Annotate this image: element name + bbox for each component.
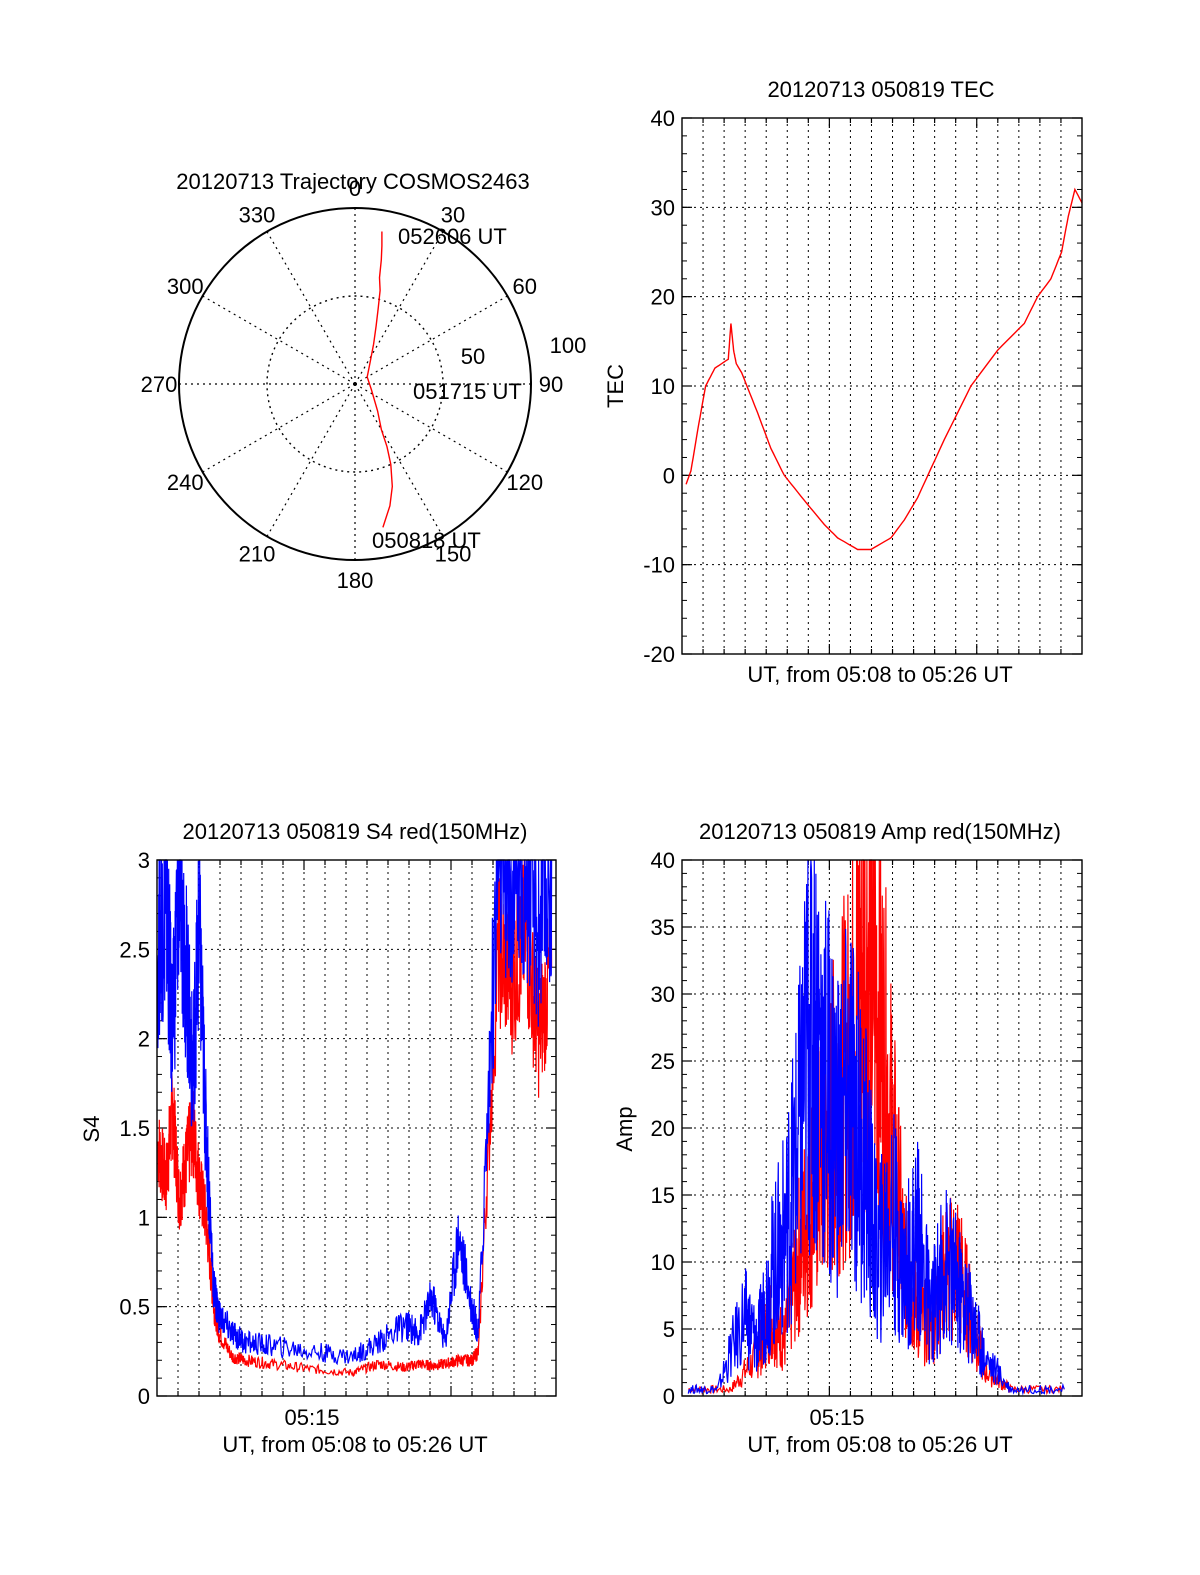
tec-series-line: [685, 187, 1083, 551]
y-tick-label: 1.5: [119, 1116, 150, 1141]
amp-xtick-0515: 05:15: [809, 1405, 864, 1430]
polar-angle-label: 300: [167, 274, 204, 299]
y-tick-label: 40: [651, 848, 675, 873]
y-tick-label: 10: [651, 1250, 675, 1275]
polar-angle-label: 270: [141, 372, 178, 397]
amp-y-ticks: 0 5 10 15 20 25 30 35 40: [651, 848, 675, 1409]
y-tick-label: 3: [138, 848, 150, 873]
polar-spoke: [266, 383, 356, 537]
y-tick-label: 1: [138, 1205, 150, 1230]
amp-blue-series-line: [687, 859, 1065, 1396]
polar-angle-label: 330: [239, 202, 276, 227]
y-tick-label: 5: [663, 1317, 675, 1342]
y-tick-label: 2: [138, 1027, 150, 1052]
amp-ylabel: Amp: [612, 1106, 637, 1151]
polar-angle-label: 240: [167, 470, 204, 495]
y-tick-label: 20: [651, 1116, 675, 1141]
polar-annotation-mid: 051715 UT: [413, 379, 522, 404]
polar-title: 20120713 Trajectory COSMOS2463: [176, 169, 529, 194]
y-tick-label: 2.5: [119, 937, 150, 962]
polar-angle-label: 180: [337, 568, 374, 593]
polar-angle-label: 60: [512, 274, 536, 299]
y-tick-label: 10: [651, 374, 675, 399]
s4-chart: 20120713 050819 S4 red(150MHz) 0 0.5 1 1.5 2…: [79, 819, 557, 1457]
s4-plot-frame: [156, 859, 557, 1397]
polar-trajectory-line: [366, 231, 394, 528]
polar-spoke: [354, 231, 444, 385]
y-tick-label: 25: [651, 1049, 675, 1074]
y-tick-label: 35: [651, 915, 675, 940]
polar-annotation-end: 052606 UT: [398, 224, 507, 249]
y-tick-label: 15: [651, 1183, 675, 1208]
s4-y-ticks: 0 0.5 1 1.5 2 2.5 3: [119, 848, 150, 1409]
y-tick-label: -20: [643, 642, 675, 667]
polar-annotation-start: 050818 UT: [372, 528, 481, 553]
y-tick-label: 0: [663, 1384, 675, 1409]
amp-chart: 20120713 050819 Amp red(150MHz) 0 5 10 15 20…: [612, 819, 1083, 1457]
polar-angle-label: 0: [349, 176, 361, 201]
tec-plot-frame: [681, 117, 1083, 655]
polar-angle-label: 90: [539, 372, 563, 397]
s4-blue-series-line: [157, 859, 553, 1366]
y-tick-label: 0.5: [119, 1295, 150, 1320]
amp-title: 20120713 050819 Amp red(150MHz): [699, 819, 1061, 844]
tec-grid: [682, 117, 1082, 655]
amp-xlabel: UT, from 05:08 to 05:26 UT: [747, 1432, 1012, 1457]
s4-ylabel: S4: [79, 1116, 104, 1143]
y-tick-label: 30: [651, 195, 675, 220]
polar-spoke: [202, 295, 356, 385]
y-tick-label: -10: [643, 553, 675, 578]
polar-radius-label-50: 50: [461, 344, 485, 369]
y-tick-label: 20: [651, 285, 675, 310]
polar-radius-label-100: 100: [550, 333, 587, 358]
polar-angle-labels: 0 30 60 90 120 150 180 210 240 270 300 330: [141, 176, 564, 593]
amp-plot-frame: [681, 859, 1083, 1397]
polar-angle-label: 120: [506, 470, 543, 495]
y-tick-label: 0: [663, 463, 675, 488]
s4-title: 20120713 050819 S4 red(150MHz): [183, 819, 528, 844]
polar-angle-label: 150: [435, 542, 472, 567]
trajectory-polar-chart: 20120713 Trajectory COSMOS2463 0 30 60 90 12…: [141, 169, 587, 593]
tec-xlabel: UT, from 05:08 to 05:26 UT: [747, 662, 1012, 687]
s4-xtick-0515: 05:15: [284, 1405, 339, 1430]
y-tick-label: 40: [651, 106, 675, 131]
tec-y-ticks: -20 -10 0 10 20 30 40: [643, 106, 675, 667]
polar-inner-ring: [266, 295, 444, 473]
y-tick-label: 0: [138, 1384, 150, 1409]
polar-angle-label: 30: [441, 202, 465, 227]
y-tick-label: 30: [651, 982, 675, 1007]
tec-ylabel: TEC: [603, 364, 628, 408]
s4-xlabel: UT, from 05:08 to 05:26 UT: [222, 1432, 487, 1457]
tec-title: 20120713 050819 TEC: [767, 77, 994, 102]
polar-angle-label: 210: [239, 542, 276, 567]
